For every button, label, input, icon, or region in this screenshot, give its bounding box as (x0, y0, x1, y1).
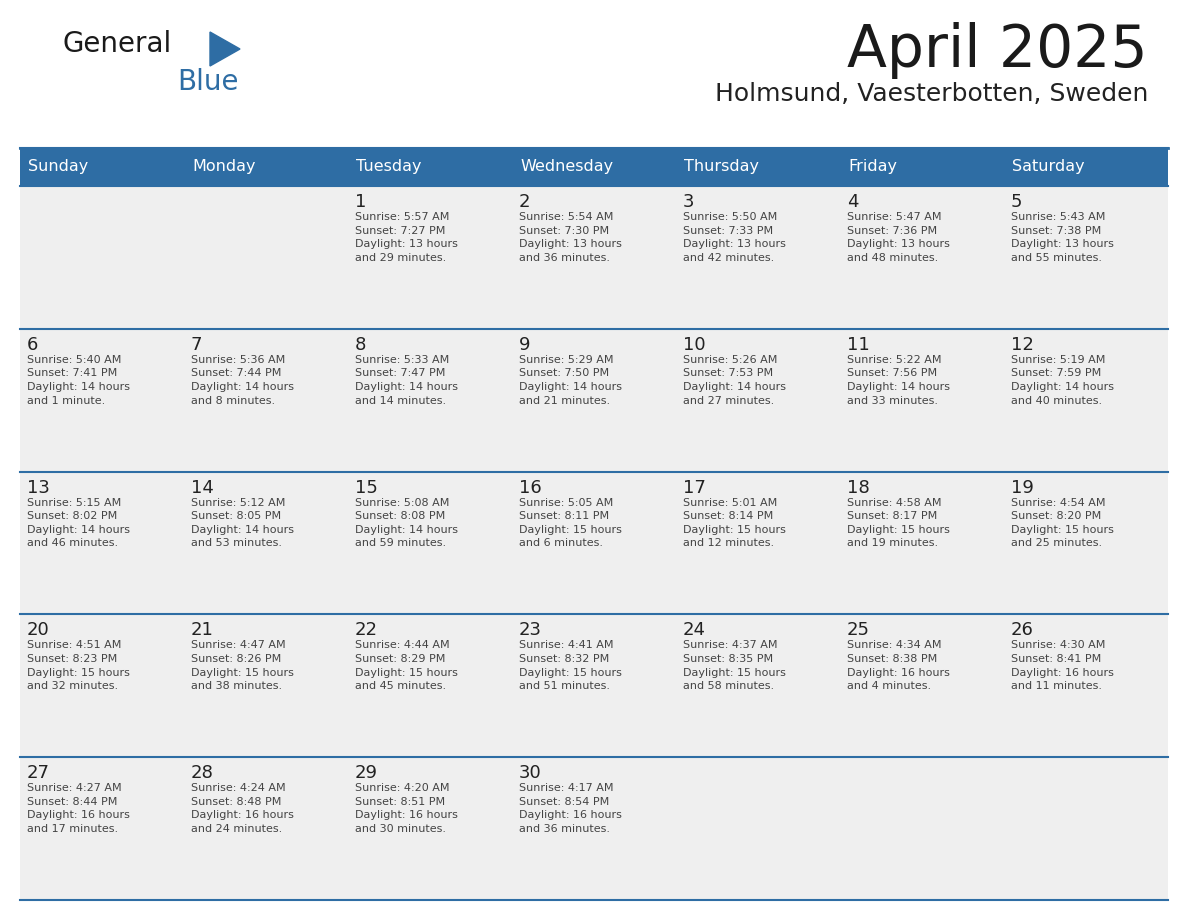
Text: 23: 23 (519, 621, 542, 640)
Text: Sunrise: 4:44 AM
Sunset: 8:29 PM
Daylight: 15 hours
and 45 minutes.: Sunrise: 4:44 AM Sunset: 8:29 PM Dayligh… (355, 641, 457, 691)
Text: Sunrise: 4:20 AM
Sunset: 8:51 PM
Daylight: 16 hours
and 30 minutes.: Sunrise: 4:20 AM Sunset: 8:51 PM Dayligh… (355, 783, 457, 834)
Text: Sunrise: 5:40 AM
Sunset: 7:41 PM
Daylight: 14 hours
and 1 minute.: Sunrise: 5:40 AM Sunset: 7:41 PM Dayligh… (27, 354, 129, 406)
Text: 12: 12 (1011, 336, 1034, 353)
Text: 7: 7 (191, 336, 202, 353)
Text: Holmsund, Vaesterbotten, Sweden: Holmsund, Vaesterbotten, Sweden (715, 82, 1148, 106)
Text: 21: 21 (191, 621, 214, 640)
Text: 24: 24 (683, 621, 706, 640)
Text: 4: 4 (847, 193, 859, 211)
Text: Sunrise: 5:36 AM
Sunset: 7:44 PM
Daylight: 14 hours
and 8 minutes.: Sunrise: 5:36 AM Sunset: 7:44 PM Dayligh… (191, 354, 293, 406)
Text: Wednesday: Wednesday (520, 160, 613, 174)
Text: 3: 3 (683, 193, 695, 211)
Text: Sunrise: 5:33 AM
Sunset: 7:47 PM
Daylight: 14 hours
and 14 minutes.: Sunrise: 5:33 AM Sunset: 7:47 PM Dayligh… (355, 354, 459, 406)
Text: Sunrise: 4:24 AM
Sunset: 8:48 PM
Daylight: 16 hours
and 24 minutes.: Sunrise: 4:24 AM Sunset: 8:48 PM Dayligh… (191, 783, 293, 834)
Text: Sunrise: 4:37 AM
Sunset: 8:35 PM
Daylight: 15 hours
and 58 minutes.: Sunrise: 4:37 AM Sunset: 8:35 PM Dayligh… (683, 641, 786, 691)
Text: 19: 19 (1011, 478, 1034, 497)
Text: 25: 25 (847, 621, 870, 640)
Text: Sunrise: 4:27 AM
Sunset: 8:44 PM
Daylight: 16 hours
and 17 minutes.: Sunrise: 4:27 AM Sunset: 8:44 PM Dayligh… (27, 783, 129, 834)
Text: 6: 6 (27, 336, 38, 353)
Text: Sunrise: 5:05 AM
Sunset: 8:11 PM
Daylight: 15 hours
and 6 minutes.: Sunrise: 5:05 AM Sunset: 8:11 PM Dayligh… (519, 498, 621, 548)
Bar (20, 757, 1168, 900)
Text: Sunrise: 4:58 AM
Sunset: 8:17 PM
Daylight: 15 hours
and 19 minutes.: Sunrise: 4:58 AM Sunset: 8:17 PM Dayligh… (847, 498, 950, 548)
Text: Sunrise: 5:50 AM
Sunset: 7:33 PM
Daylight: 13 hours
and 42 minutes.: Sunrise: 5:50 AM Sunset: 7:33 PM Dayligh… (683, 212, 786, 263)
Text: 22: 22 (355, 621, 378, 640)
Text: 29: 29 (355, 764, 378, 782)
Text: Sunrise: 4:51 AM
Sunset: 8:23 PM
Daylight: 15 hours
and 32 minutes.: Sunrise: 4:51 AM Sunset: 8:23 PM Dayligh… (27, 641, 129, 691)
Text: 28: 28 (191, 764, 214, 782)
Text: 1: 1 (355, 193, 366, 211)
Text: 5: 5 (1011, 193, 1023, 211)
Text: Sunrise: 4:54 AM
Sunset: 8:20 PM
Daylight: 15 hours
and 25 minutes.: Sunrise: 4:54 AM Sunset: 8:20 PM Dayligh… (1011, 498, 1114, 548)
Text: 10: 10 (683, 336, 706, 353)
Text: 18: 18 (847, 478, 870, 497)
Text: 8: 8 (355, 336, 366, 353)
Text: 16: 16 (519, 478, 542, 497)
Text: Sunrise: 4:30 AM
Sunset: 8:41 PM
Daylight: 16 hours
and 11 minutes.: Sunrise: 4:30 AM Sunset: 8:41 PM Dayligh… (1011, 641, 1114, 691)
Text: Sunday: Sunday (29, 160, 88, 174)
Text: Sunrise: 5:15 AM
Sunset: 8:02 PM
Daylight: 14 hours
and 46 minutes.: Sunrise: 5:15 AM Sunset: 8:02 PM Dayligh… (27, 498, 129, 548)
Text: 2: 2 (519, 193, 531, 211)
Text: Sunrise: 5:22 AM
Sunset: 7:56 PM
Daylight: 14 hours
and 33 minutes.: Sunrise: 5:22 AM Sunset: 7:56 PM Dayligh… (847, 354, 950, 406)
Bar (20, 472, 1168, 614)
Text: April 2025: April 2025 (847, 22, 1148, 79)
Text: 17: 17 (683, 478, 706, 497)
Text: Sunrise: 5:01 AM
Sunset: 8:14 PM
Daylight: 15 hours
and 12 minutes.: Sunrise: 5:01 AM Sunset: 8:14 PM Dayligh… (683, 498, 786, 548)
Text: Sunrise: 4:34 AM
Sunset: 8:38 PM
Daylight: 16 hours
and 4 minutes.: Sunrise: 4:34 AM Sunset: 8:38 PM Dayligh… (847, 641, 950, 691)
Text: Thursday: Thursday (684, 160, 759, 174)
Text: Saturday: Saturday (1012, 160, 1085, 174)
Bar (20, 186, 1168, 329)
Text: Sunrise: 5:19 AM
Sunset: 7:59 PM
Daylight: 14 hours
and 40 minutes.: Sunrise: 5:19 AM Sunset: 7:59 PM Dayligh… (1011, 354, 1114, 406)
Text: Sunrise: 4:41 AM
Sunset: 8:32 PM
Daylight: 15 hours
and 51 minutes.: Sunrise: 4:41 AM Sunset: 8:32 PM Dayligh… (519, 641, 621, 691)
Text: Monday: Monday (192, 160, 255, 174)
Text: 26: 26 (1011, 621, 1034, 640)
Text: Sunrise: 4:17 AM
Sunset: 8:54 PM
Daylight: 16 hours
and 36 minutes.: Sunrise: 4:17 AM Sunset: 8:54 PM Dayligh… (519, 783, 621, 834)
Text: 14: 14 (191, 478, 214, 497)
Bar (20, 614, 1168, 757)
Text: 30: 30 (519, 764, 542, 782)
Text: Sunrise: 5:54 AM
Sunset: 7:30 PM
Daylight: 13 hours
and 36 minutes.: Sunrise: 5:54 AM Sunset: 7:30 PM Dayligh… (519, 212, 621, 263)
Text: 20: 20 (27, 621, 50, 640)
Text: General: General (62, 30, 171, 58)
Text: Sunrise: 4:47 AM
Sunset: 8:26 PM
Daylight: 15 hours
and 38 minutes.: Sunrise: 4:47 AM Sunset: 8:26 PM Dayligh… (191, 641, 293, 691)
Text: 13: 13 (27, 478, 50, 497)
Bar (20, 329, 1168, 472)
Polygon shape (210, 32, 240, 66)
Text: Tuesday: Tuesday (356, 160, 422, 174)
Text: Friday: Friday (848, 160, 897, 174)
Text: Sunrise: 5:08 AM
Sunset: 8:08 PM
Daylight: 14 hours
and 59 minutes.: Sunrise: 5:08 AM Sunset: 8:08 PM Dayligh… (355, 498, 459, 548)
Text: Sunrise: 5:43 AM
Sunset: 7:38 PM
Daylight: 13 hours
and 55 minutes.: Sunrise: 5:43 AM Sunset: 7:38 PM Dayligh… (1011, 212, 1114, 263)
Text: Sunrise: 5:47 AM
Sunset: 7:36 PM
Daylight: 13 hours
and 48 minutes.: Sunrise: 5:47 AM Sunset: 7:36 PM Dayligh… (847, 212, 950, 263)
Text: Sunrise: 5:26 AM
Sunset: 7:53 PM
Daylight: 14 hours
and 27 minutes.: Sunrise: 5:26 AM Sunset: 7:53 PM Dayligh… (683, 354, 786, 406)
Text: 9: 9 (519, 336, 531, 353)
Text: 27: 27 (27, 764, 50, 782)
Text: 11: 11 (847, 336, 870, 353)
Text: Sunrise: 5:29 AM
Sunset: 7:50 PM
Daylight: 14 hours
and 21 minutes.: Sunrise: 5:29 AM Sunset: 7:50 PM Dayligh… (519, 354, 623, 406)
Text: 15: 15 (355, 478, 378, 497)
Text: Sunrise: 5:12 AM
Sunset: 8:05 PM
Daylight: 14 hours
and 53 minutes.: Sunrise: 5:12 AM Sunset: 8:05 PM Dayligh… (191, 498, 293, 548)
Bar (20, 148, 1168, 186)
Text: Blue: Blue (177, 68, 239, 96)
Text: Sunrise: 5:57 AM
Sunset: 7:27 PM
Daylight: 13 hours
and 29 minutes.: Sunrise: 5:57 AM Sunset: 7:27 PM Dayligh… (355, 212, 457, 263)
